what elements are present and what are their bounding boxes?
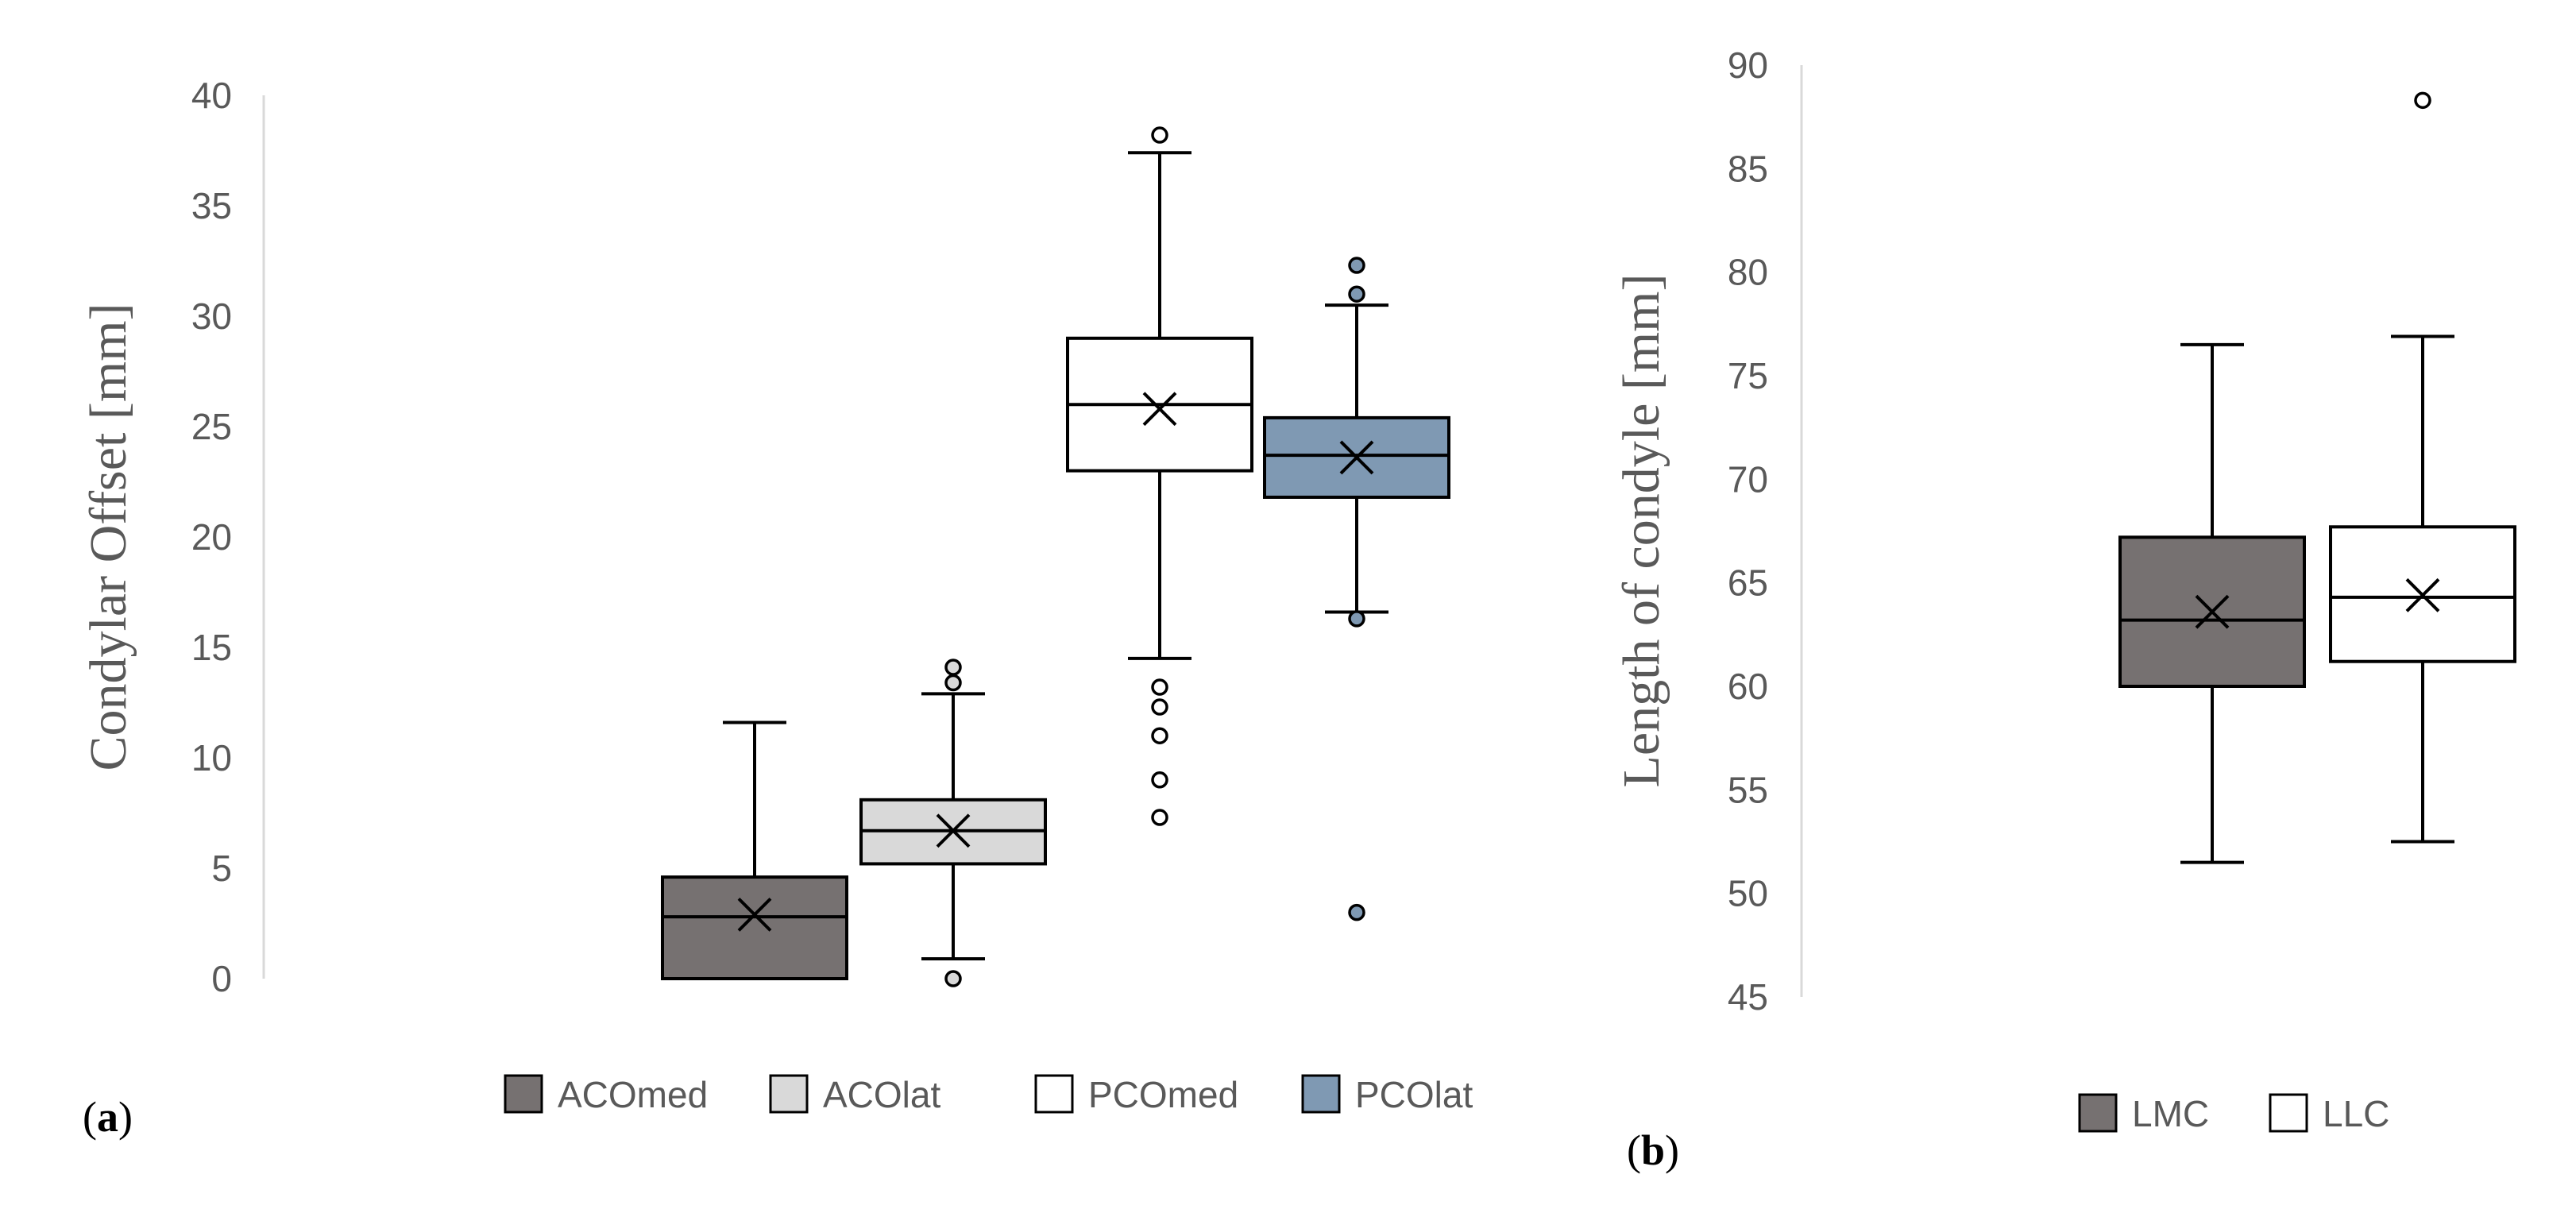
y-tick-label: 85 [1728, 148, 1768, 189]
outlier-point [1348, 285, 1365, 303]
legend-swatch [504, 1074, 543, 1114]
y-tick-label: 65 [1728, 562, 1768, 604]
legend-swatch [2078, 1093, 2118, 1133]
panel-b-y-ticks: 45 50 55 60 65 70 75 80 85 90 [1728, 44, 1768, 1018]
box-pcomed [1066, 126, 1253, 826]
y-tick-label: 60 [1728, 666, 1768, 707]
y-tick-label: 80 [1728, 252, 1768, 293]
outlier-point [1151, 809, 1168, 826]
y-tick-label: 25 [191, 406, 232, 447]
box-pcolat [1263, 257, 1450, 921]
outlier-point [1151, 698, 1168, 716]
y-tick-label: 30 [191, 296, 232, 337]
panel-a-boxes [661, 126, 1450, 987]
legend-swatch [769, 1074, 809, 1114]
legend-swatch [1034, 1074, 1074, 1114]
iqr-box [661, 875, 848, 980]
outlier-point [1151, 678, 1168, 696]
box-acolat [859, 659, 1047, 987]
y-tick-label: 50 [1728, 873, 1768, 914]
y-tick-label: 20 [191, 516, 232, 558]
y-tick-label: 70 [1728, 458, 1768, 500]
mean-marker [1339, 440, 1374, 475]
outlier-point [1348, 257, 1365, 274]
legend-swatch [1301, 1074, 1341, 1114]
outlier-point [944, 659, 962, 676]
y-tick-label: 55 [1728, 769, 1768, 810]
box-llc [2329, 91, 2516, 844]
mean-marker [737, 897, 772, 932]
outlier-point [944, 674, 962, 692]
y-tick-label: 75 [1728, 355, 1768, 396]
panel-a-ylabel: Condylar Offset [mm] [79, 303, 137, 771]
legend-label: PCOlat [1355, 1074, 1473, 1115]
panel-a-y-ticks: 0 5 10 15 20 25 30 35 40 [191, 75, 232, 999]
legend-swatch [2269, 1093, 2308, 1133]
legend-label: LMC [2132, 1093, 2209, 1134]
outlier-point [2414, 91, 2431, 110]
mean-marker [2405, 578, 2440, 612]
panel-b-boxes [2118, 91, 2516, 864]
y-tick-label: 10 [191, 737, 232, 778]
outlier-point [1151, 771, 1168, 789]
mean-marker [936, 813, 971, 848]
y-tick-label: 15 [191, 627, 232, 668]
y-tick-label: 35 [191, 185, 232, 226]
panel-a-legend: ACOmed ACOlat PCOmed PCOlat [504, 1074, 1473, 1115]
panel-b-label: (b) [1627, 1126, 1679, 1174]
legend-label: PCOmed [1088, 1074, 1238, 1115]
outlier-point [944, 970, 962, 987]
box-lmc [2118, 342, 2306, 864]
y-tick-label: 40 [191, 75, 232, 116]
outlier-point [1151, 126, 1168, 144]
outlier-point [1151, 727, 1168, 744]
y-tick-label: 45 [1728, 976, 1768, 1018]
y-tick-label: 5 [211, 848, 232, 889]
panel-b: 45 50 55 60 65 70 75 80 85 90 Length of condyle [… [1612, 44, 2516, 1174]
y-tick-label: 90 [1728, 44, 1768, 86]
mean-marker [1142, 392, 1177, 427]
outlier-point [1348, 903, 1365, 921]
box-acomed [661, 720, 848, 980]
legend-label: ACOlat [823, 1074, 940, 1115]
mean-marker [2195, 594, 2230, 629]
legend-label: LLC [2323, 1093, 2389, 1134]
panel-b-ylabel: Length of condyle [mm] [1612, 274, 1670, 788]
panel-a-label: (a) [83, 1093, 133, 1141]
panel-b-legend: LMC LLC [2078, 1093, 2389, 1134]
legend-label: ACOmed [558, 1074, 708, 1115]
outlier-point [1348, 610, 1365, 628]
y-tick-label: 0 [211, 958, 232, 999]
panel-a: 0 5 10 15 20 25 30 35 40 Condylar Offset [mm] AC… [79, 75, 1473, 1141]
